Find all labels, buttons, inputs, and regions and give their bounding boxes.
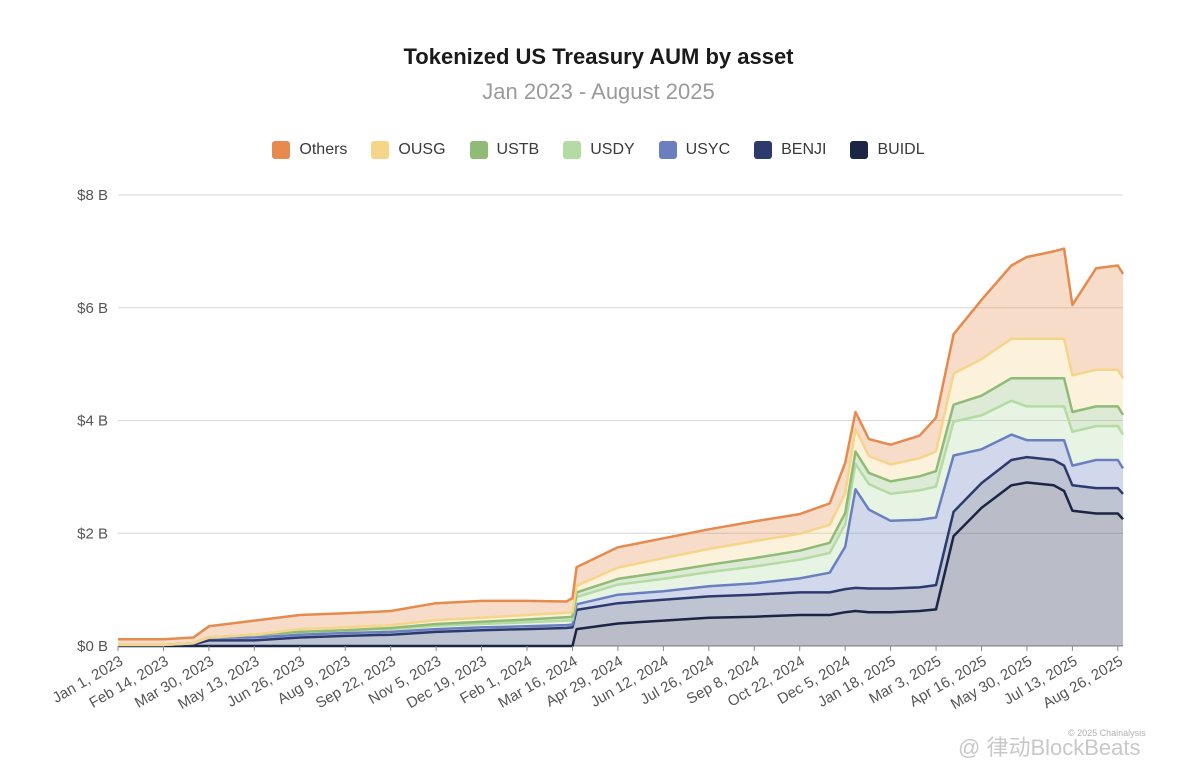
y-tick-label: $4 B: [77, 413, 108, 430]
legend-label: Others: [299, 141, 348, 158]
series-area-ousg: [118, 338, 1123, 645]
series-line-usyc: [118, 433, 1125, 647]
legend-swatch: [272, 141, 291, 159]
legend-item-others[interactable]: Others: [272, 141, 347, 159]
legend-item-usdy[interactable]: USDY: [563, 141, 635, 159]
series-line-others: [118, 247, 1125, 641]
legend-item-ustb[interactable]: USTB: [469, 141, 540, 159]
series-area-usdy: [118, 400, 1123, 645]
legend-item-buidl[interactable]: BUIDL: [850, 141, 925, 159]
legend-swatch: [850, 141, 869, 159]
legend-label: OUSG: [398, 141, 446, 158]
legend-item-ousg[interactable]: OUSG: [371, 141, 446, 159]
legend-swatch: [658, 141, 677, 159]
chart-title: Tokenized US Treasury AUM by asset: [403, 44, 794, 69]
legend-swatch: [563, 141, 582, 159]
copyright-watermark: © 2025 Chainalysis: [1068, 728, 1146, 738]
legend-label: USYC: [685, 141, 731, 158]
legend-item-benji[interactable]: BENJI: [754, 141, 826, 159]
series-line-ustb: [118, 376, 1125, 647]
y-tick-label: $2 B: [77, 525, 108, 542]
y-tick-label: $6 B: [77, 300, 108, 317]
series-line-buidl: [118, 481, 1124, 648]
series-area-benji: [118, 457, 1123, 646]
legend-label: BUIDL: [877, 141, 925, 158]
series-line-benji: [118, 455, 1124, 647]
chart-legend: Others OUSG USTB USDY USYC BENJI BUIDL: [0, 141, 1197, 159]
brand-watermark-label: @ 律动BlockBeats: [958, 735, 1141, 760]
legend-label: BENJI: [781, 141, 827, 158]
series-area-buidl: [118, 482, 1123, 646]
legend-label: USDY: [590, 141, 635, 158]
legend-swatch: [371, 141, 390, 159]
brand-watermark: @ 律动BlockBeats: [958, 730, 1141, 762]
legend-swatch: [469, 141, 488, 159]
chart-subtitle: Jan 2023 - August 2025: [482, 79, 715, 104]
y-tick-label: $8 B: [77, 187, 108, 204]
y-tick-label: $0 B: [77, 638, 108, 655]
series-line-ousg: [118, 337, 1125, 647]
legend-item-usyc[interactable]: USYC: [658, 141, 731, 159]
legend-label: USTB: [496, 141, 540, 158]
legend-swatch: [754, 141, 773, 159]
series-area-others: [118, 248, 1123, 645]
